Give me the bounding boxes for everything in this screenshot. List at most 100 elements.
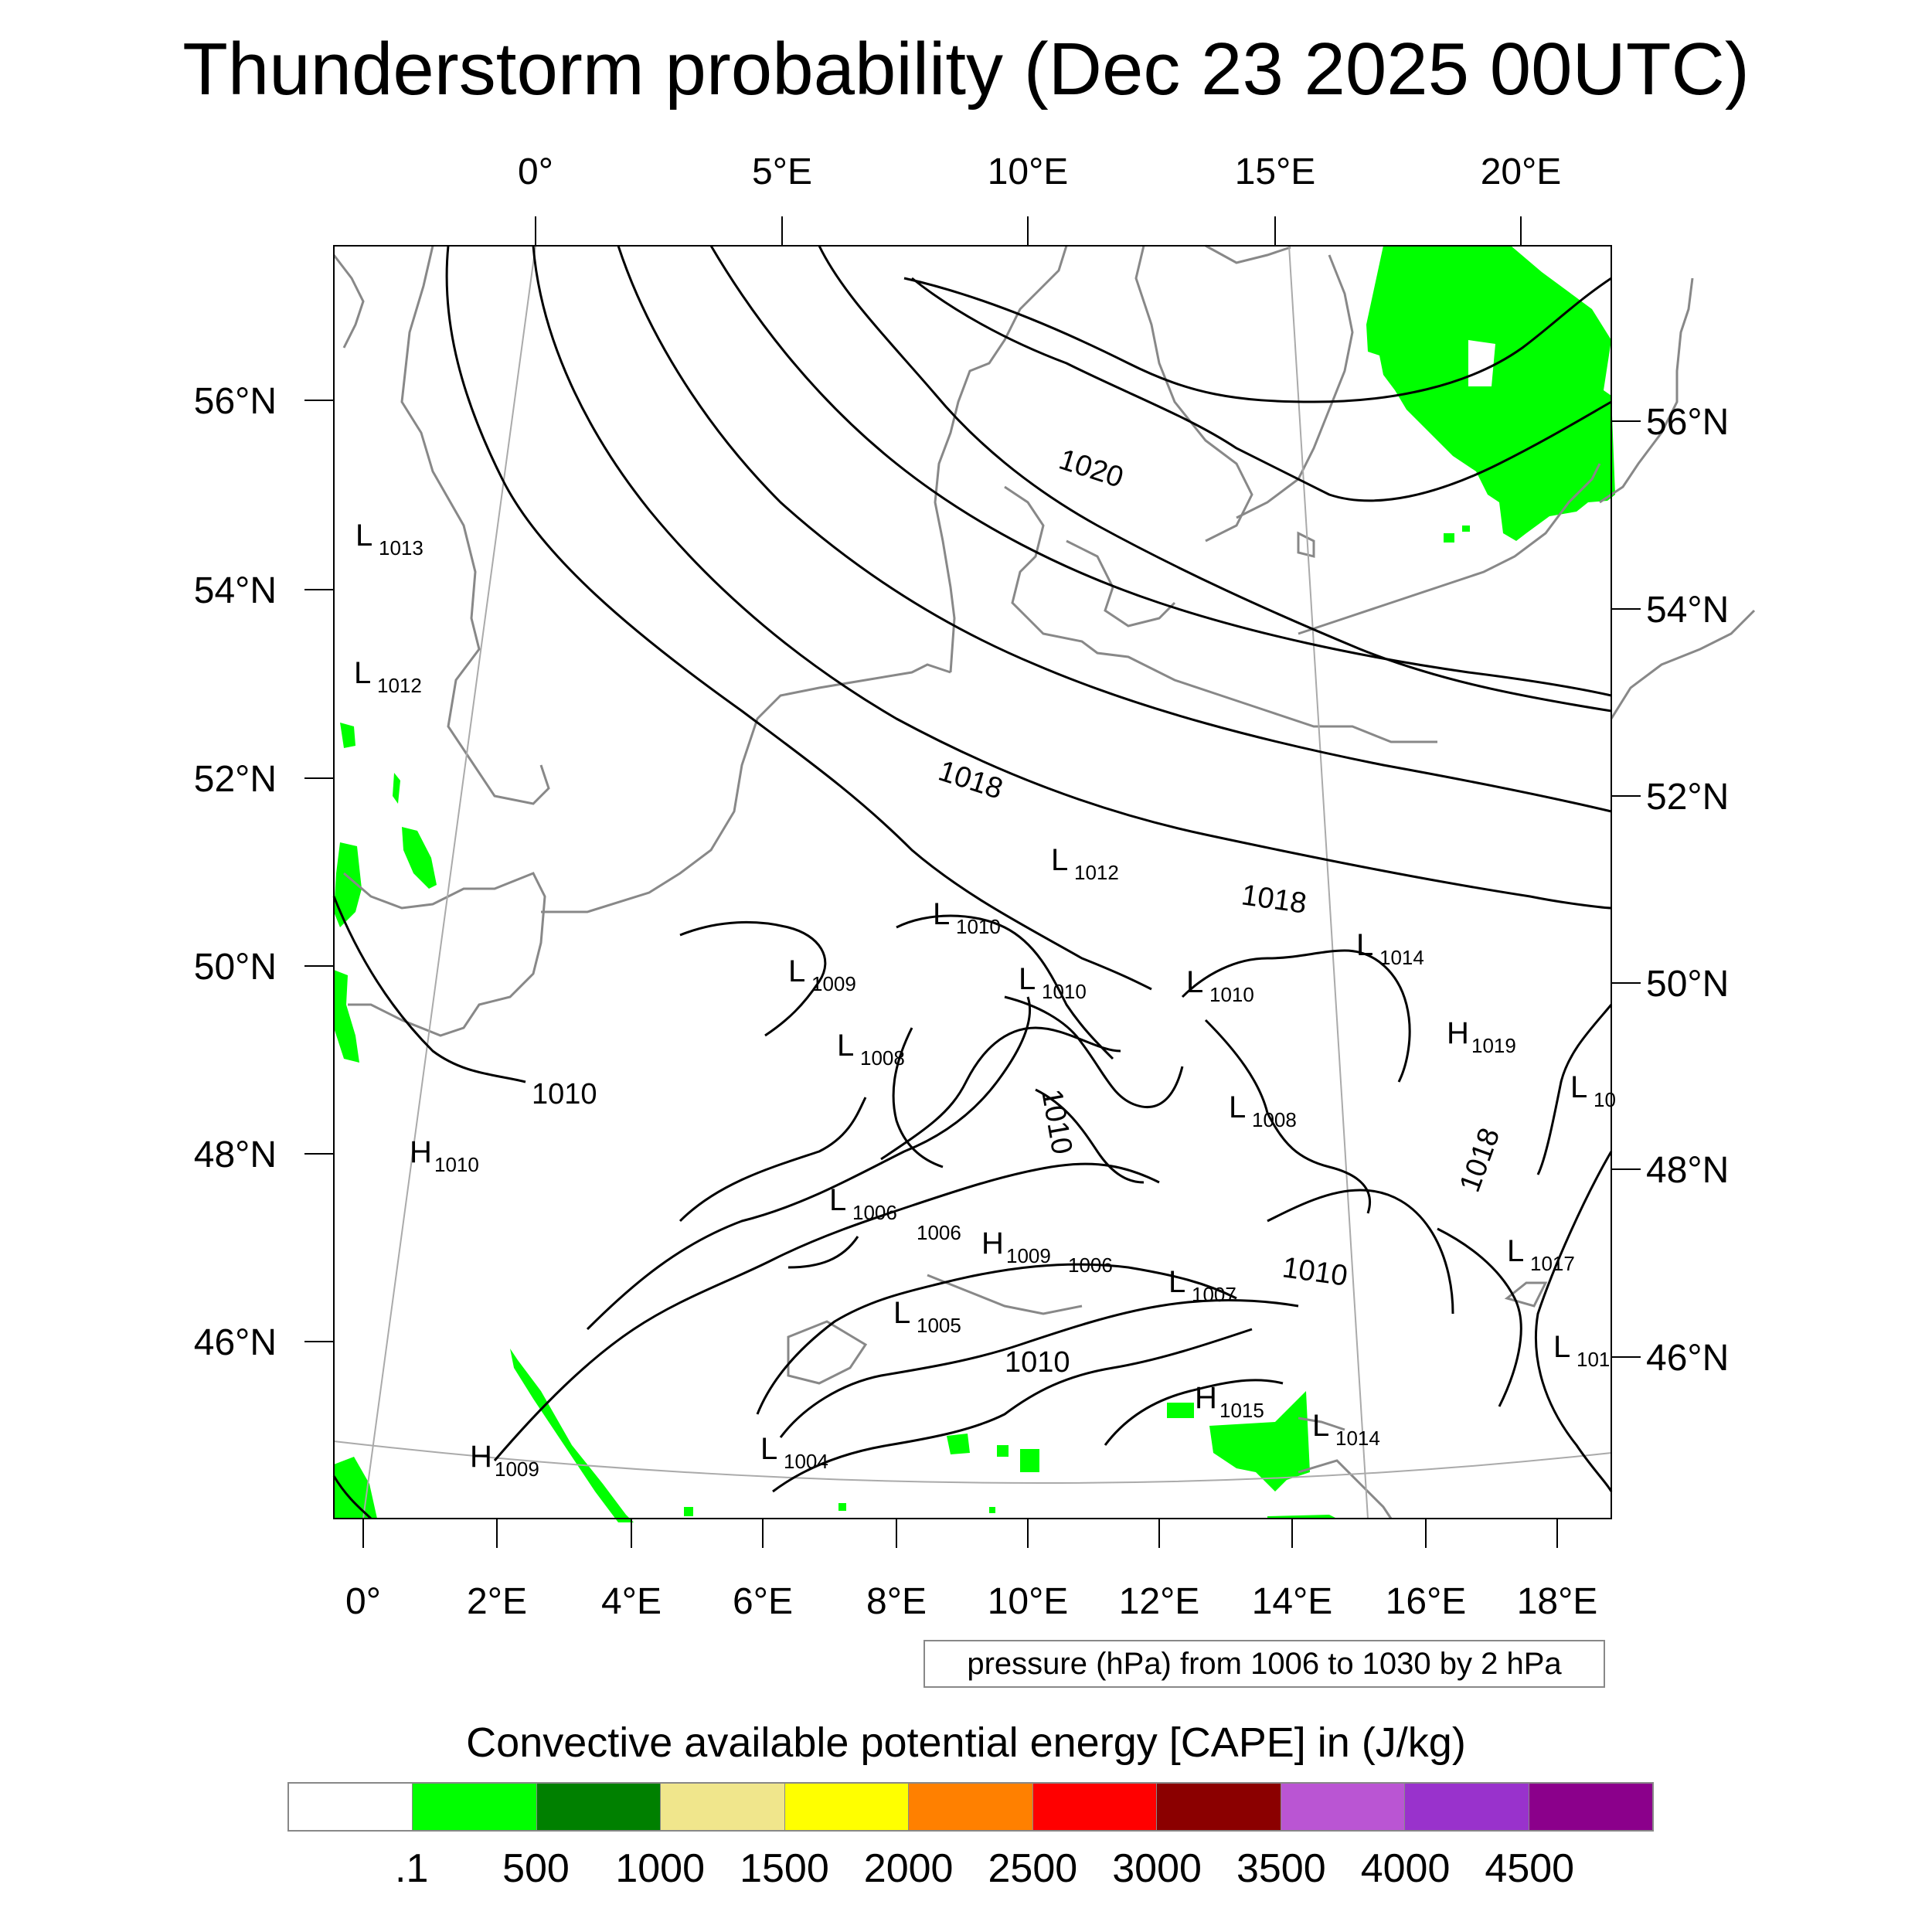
pressure-center: L 1013 bbox=[355, 519, 423, 560]
weather-map: 0° 5°E 10°E 15°E 20°E 0° 2°E 4°E 6°E 8°E… bbox=[194, 151, 1756, 1622]
colorbar-swatch bbox=[1280, 1784, 1405, 1830]
pressure-centers: L 1013 L 1012 L 1012 L 1010 L 1014 L 1009 L 101… bbox=[354, 519, 1616, 1481]
pressure-center: L 101 bbox=[1553, 1330, 1610, 1371]
svg-text:1010: 1010 bbox=[434, 1153, 479, 1176]
pressure-center: L 1009 bbox=[788, 954, 856, 995]
left-lat-label: 48°N bbox=[194, 1134, 277, 1175]
svg-text:H: H bbox=[1447, 1016, 1469, 1050]
isobar-label: 1010 bbox=[1035, 1087, 1078, 1157]
left-latitude-labels: 56°N 54°N 52°N 50°N 48°N 46°N bbox=[194, 381, 277, 1363]
colorbar-swatch bbox=[1404, 1784, 1529, 1830]
bottom-longitude-labels: 0° 2°E 4°E 6°E 8°E 10°E 12°E 14°E 16°E 1… bbox=[345, 1581, 1597, 1622]
isobar-label: 1018 bbox=[934, 755, 1006, 806]
colorbar-swatch bbox=[1156, 1784, 1281, 1830]
svg-text:1009: 1009 bbox=[1006, 1244, 1051, 1267]
pressure-center: L 1014 bbox=[1356, 928, 1424, 969]
left-lat-label: 50°N bbox=[194, 947, 277, 988]
right-lat-label: 52°N bbox=[1646, 777, 1729, 818]
bottom-lon-label: 6°E bbox=[733, 1581, 793, 1622]
isobar-label: 1010 bbox=[532, 1078, 597, 1111]
graticule bbox=[333, 245, 1612, 1519]
svg-text:H: H bbox=[981, 1226, 1004, 1260]
svg-text:L: L bbox=[355, 519, 372, 553]
svg-text:L: L bbox=[829, 1183, 846, 1217]
svg-text:1008: 1008 bbox=[1252, 1108, 1297, 1131]
colorbar-swatch bbox=[289, 1784, 413, 1830]
pressure-center: L 1010 bbox=[1186, 965, 1254, 1006]
svg-text:H: H bbox=[470, 1440, 492, 1474]
colorbar-swatch bbox=[784, 1784, 909, 1830]
colorbar-label: 1000 bbox=[615, 1846, 706, 1891]
colorbar-title: Convective available potential energy [C… bbox=[466, 1719, 1466, 1766]
colorbar-swatch bbox=[1032, 1784, 1157, 1830]
pressure-center: L 10 bbox=[1570, 1070, 1616, 1111]
svg-text:L: L bbox=[1019, 962, 1036, 996]
top-lon-label: 20°E bbox=[1481, 151, 1562, 192]
right-lat-label: 48°N bbox=[1646, 1150, 1729, 1191]
svg-text:1010: 1010 bbox=[956, 915, 1001, 938]
top-lon-label: 10°E bbox=[988, 151, 1069, 192]
right-latitude-labels: 56°N 54°N 52°N 50°N 48°N 46°N bbox=[1646, 402, 1729, 1379]
right-lat-label: 56°N bbox=[1646, 402, 1729, 443]
bottom-lon-label: 4°E bbox=[601, 1581, 662, 1622]
colorbar-label: 3000 bbox=[1112, 1846, 1202, 1891]
pressure-center: H 1015 bbox=[1195, 1381, 1264, 1422]
bottom-lon-label: 2°E bbox=[467, 1581, 527, 1622]
top-lon-label: 5°E bbox=[752, 151, 812, 192]
svg-text:L: L bbox=[1356, 928, 1373, 962]
isobar-label: 1010 bbox=[1281, 1251, 1350, 1292]
svg-text:1012: 1012 bbox=[377, 674, 422, 697]
inline-value: 1006 bbox=[917, 1221, 961, 1244]
svg-text:1007: 1007 bbox=[1192, 1283, 1236, 1306]
svg-text:L: L bbox=[1229, 1090, 1246, 1124]
bottom-lon-label: 12°E bbox=[1119, 1581, 1200, 1622]
svg-text:1013: 1013 bbox=[379, 536, 423, 560]
coastlines bbox=[332, 244, 1756, 1519]
colorbar-swatch bbox=[536, 1784, 661, 1830]
svg-text:L: L bbox=[1507, 1234, 1524, 1268]
axis-ticks bbox=[304, 216, 1641, 1548]
pressure-center: L 1012 bbox=[354, 656, 422, 697]
colorbar-label: .1 bbox=[395, 1846, 429, 1891]
colorbar-label: 3500 bbox=[1236, 1846, 1326, 1891]
svg-text:1010: 1010 bbox=[1042, 980, 1087, 1003]
svg-text:1012: 1012 bbox=[1074, 861, 1119, 884]
pressure-center: L 1012 bbox=[1051, 843, 1119, 884]
svg-text:1005: 1005 bbox=[917, 1314, 961, 1337]
left-lat-label: 52°N bbox=[194, 759, 277, 800]
left-lat-label: 56°N bbox=[194, 381, 277, 422]
pressure-center: L 1008 bbox=[1229, 1090, 1297, 1131]
svg-text:1014: 1014 bbox=[1335, 1427, 1380, 1450]
isobar-label: 1010 bbox=[1005, 1346, 1070, 1379]
svg-text:L: L bbox=[760, 1432, 777, 1466]
pressure-center: L 1006 bbox=[829, 1183, 897, 1224]
svg-text:H: H bbox=[410, 1135, 432, 1169]
pressure-center: L 1014 bbox=[1312, 1409, 1380, 1450]
pressure-center: L 1008 bbox=[837, 1029, 905, 1070]
svg-text:1019: 1019 bbox=[1471, 1034, 1516, 1057]
pressure-center: L 1017 bbox=[1507, 1234, 1575, 1275]
left-lat-label: 46°N bbox=[194, 1322, 277, 1363]
svg-text:1014: 1014 bbox=[1379, 946, 1424, 969]
plot-frame bbox=[333, 245, 1612, 1519]
svg-text:1015: 1015 bbox=[1219, 1399, 1264, 1422]
svg-text:1017: 1017 bbox=[1530, 1252, 1575, 1275]
bottom-lon-label: 14°E bbox=[1252, 1581, 1333, 1622]
isobar-label: 1018 bbox=[1454, 1124, 1506, 1196]
pressure-center: L 1010 bbox=[1019, 962, 1087, 1003]
pressure-center: H 1010 bbox=[410, 1135, 479, 1176]
colorbar-label: 500 bbox=[502, 1846, 570, 1891]
svg-text:10: 10 bbox=[1594, 1088, 1616, 1111]
isobars bbox=[332, 245, 1613, 1520]
svg-text:L: L bbox=[837, 1029, 854, 1063]
svg-text:101: 101 bbox=[1577, 1348, 1610, 1371]
svg-text:L: L bbox=[1168, 1265, 1185, 1299]
top-lon-label: 15°E bbox=[1235, 151, 1316, 192]
colorbar-label: 2000 bbox=[863, 1846, 954, 1891]
svg-text:H: H bbox=[1195, 1381, 1217, 1415]
chart-title: Thunderstorm probability (Dec 23 2025 00… bbox=[182, 28, 1750, 111]
top-lon-label: 0° bbox=[518, 151, 553, 192]
isobar-label: 1020 bbox=[1055, 444, 1127, 495]
right-lat-label: 46°N bbox=[1646, 1338, 1729, 1379]
cape-shading bbox=[334, 246, 1615, 1522]
